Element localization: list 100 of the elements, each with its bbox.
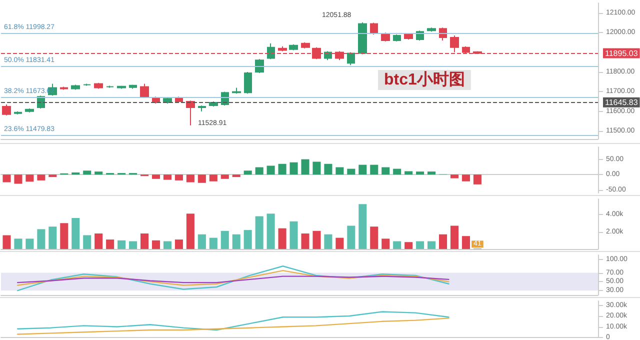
bar	[358, 204, 367, 249]
candlestick	[427, 27, 436, 32]
bar	[2, 235, 11, 249]
bar	[48, 226, 57, 249]
bar	[290, 162, 298, 175]
candlestick	[71, 84, 80, 90]
bar	[152, 240, 160, 249]
line-series	[16, 266, 450, 292]
bar	[152, 174, 160, 179]
bar	[2, 174, 11, 182]
candlestick	[140, 83, 149, 98]
candlestick	[25, 108, 34, 113]
bar	[393, 168, 402, 175]
bar	[393, 241, 402, 249]
bar	[26, 238, 34, 249]
bar	[244, 170, 252, 175]
bar	[255, 216, 264, 249]
bar	[140, 233, 149, 249]
bar	[301, 159, 310, 175]
bar	[220, 174, 229, 179]
line-series	[16, 318, 450, 335]
candlestick	[2, 104, 11, 116]
bar	[94, 233, 103, 249]
candlestick	[117, 85, 126, 90]
bar	[450, 174, 459, 178]
bar	[83, 235, 92, 249]
bar	[14, 238, 22, 249]
bar	[72, 172, 80, 175]
candlestick	[347, 52, 355, 66]
annotation: btc1小时图	[384, 70, 465, 88]
candlestick	[232, 87, 241, 94]
candlestick	[404, 33, 413, 40]
bar	[255, 167, 264, 175]
bar	[198, 234, 206, 249]
bar	[266, 166, 275, 175]
bar	[404, 242, 413, 249]
bar	[37, 174, 46, 180]
candlestick	[106, 85, 114, 88]
bar	[347, 168, 356, 175]
candlestick	[83, 83, 91, 86]
ref-line-label: 11645.83	[605, 98, 638, 107]
bar	[358, 164, 367, 175]
line-series	[16, 270, 450, 286]
candlestick	[186, 100, 195, 126]
bar	[94, 172, 103, 175]
bar	[347, 226, 356, 249]
bar	[438, 234, 448, 249]
candlestick	[198, 104, 206, 112]
bar	[336, 167, 344, 175]
bar	[232, 174, 240, 178]
bar	[186, 214, 194, 249]
candlestick	[289, 44, 298, 51]
bar	[312, 162, 321, 175]
bar	[220, 230, 229, 249]
bar	[48, 174, 57, 178]
bar	[26, 174, 34, 182]
bar	[232, 234, 240, 249]
bar	[118, 240, 126, 249]
candlestick	[129, 84, 137, 90]
bar	[244, 230, 252, 249]
bar	[370, 164, 378, 175]
bar	[278, 164, 286, 175]
bar	[290, 221, 298, 249]
bar	[312, 230, 321, 249]
bar	[428, 241, 436, 249]
bar	[209, 174, 218, 182]
candlestick	[370, 22, 378, 36]
bar	[163, 174, 172, 180]
bar	[198, 174, 206, 183]
bar	[462, 174, 470, 182]
bar	[278, 228, 286, 249]
bar	[416, 241, 424, 249]
candlestick	[278, 46, 287, 52]
candlestick	[301, 42, 310, 49]
bar	[382, 238, 390, 249]
bar	[174, 174, 183, 180]
bar	[462, 236, 470, 249]
bar	[186, 174, 194, 182]
bar	[209, 238, 218, 249]
bar	[324, 234, 332, 249]
bar	[473, 174, 482, 184]
bar	[370, 226, 378, 249]
candlestick	[393, 34, 401, 42]
bar	[428, 172, 436, 175]
bar	[301, 233, 310, 249]
bar	[163, 241, 172, 249]
bar	[266, 214, 275, 249]
bar	[106, 240, 114, 249]
ref-line-label: 11895.03	[605, 48, 638, 58]
bar	[60, 223, 68, 249]
bar	[404, 171, 413, 175]
line-series	[16, 276, 450, 284]
bar	[37, 229, 46, 249]
bar	[324, 164, 332, 175]
bar	[129, 241, 138, 249]
bar	[83, 170, 92, 175]
candlestick	[255, 58, 264, 74]
bar	[14, 174, 22, 184]
bar	[416, 172, 424, 175]
bar	[174, 240, 183, 249]
